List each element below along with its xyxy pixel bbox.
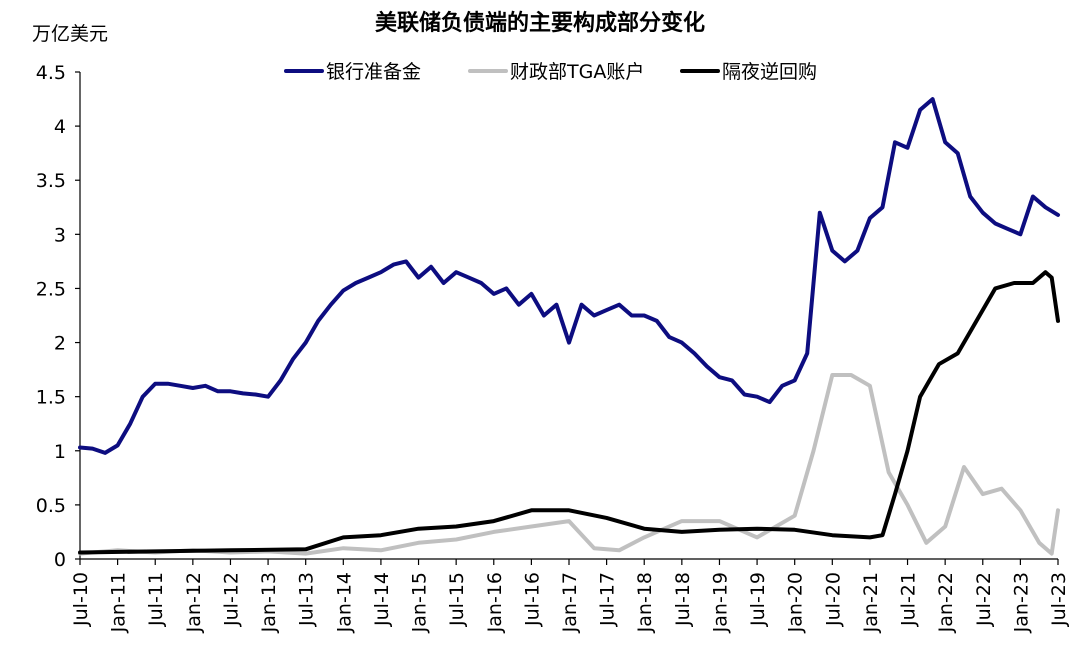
series-line-rrp	[78, 270, 1060, 555]
x-tick-label: Jan-17	[559, 572, 581, 633]
x-tick-label: Jul-21	[898, 572, 920, 627]
x-tick-label: Jan-22	[935, 572, 957, 633]
x-tick-label: Jan-19	[709, 572, 731, 633]
series-group	[78, 97, 1060, 556]
unit-label: 万亿美元	[32, 23, 108, 45]
x-tick-label: Jan-11	[108, 572, 130, 633]
y-tick-label: 0.5	[36, 495, 66, 517]
x-tick-label: Jul-11	[145, 572, 167, 627]
y-tick-label: 2.5	[36, 278, 66, 300]
y-tick-label: 0	[54, 549, 66, 571]
x-tick-label: Jul-14	[371, 572, 393, 627]
axes: 0 0.5 1 1.5 2 2.5 3 3.5 4 4.5 Jul-10 Jan-11 Jul-11 Ja…	[36, 62, 1070, 633]
y-tick-label: 3.5	[36, 170, 66, 192]
y-tick-label: 2	[54, 333, 66, 355]
x-tick-label: Jul-22	[973, 572, 995, 627]
x-tick-label: Jan-16	[484, 572, 506, 633]
x-tick-label: Jan-23	[1010, 572, 1032, 633]
x-tick-label: Jul-19	[747, 572, 769, 627]
legend-label-tga: 财政部TGA账户	[510, 61, 644, 83]
y-tick-label: 1.5	[36, 387, 66, 409]
y-tick-label: 4.5	[36, 62, 66, 84]
y-tick-label: 3	[54, 224, 66, 246]
x-tick-label: Jul-15	[446, 572, 468, 627]
x-tick-label: Jul-18	[672, 572, 694, 627]
chart-title: 美联储负债端的主要构成部分变化	[375, 10, 705, 36]
x-tick-label: Jul-10	[70, 572, 92, 627]
series-line-tga	[78, 373, 1060, 556]
x-tick-label: Jul-12	[220, 572, 242, 627]
x-tick-label: Jan-14	[333, 572, 355, 633]
x-tick-label: Jan-21	[860, 572, 882, 633]
y-tick-label: 4	[54, 116, 66, 138]
x-tick-label: Jan-12	[183, 572, 205, 633]
x-tick-label: Jan-15	[409, 572, 431, 633]
x-tick-label: Jan-20	[785, 572, 807, 633]
legend-label-rrp: 隔夜逆回购	[722, 61, 817, 83]
x-tick-label: Jan-18	[634, 572, 656, 633]
x-tick-label: Jul-23	[1048, 572, 1070, 627]
x-tick-label: Jul-13	[296, 572, 318, 627]
x-tick-label: Jul-16	[521, 572, 543, 627]
legend-label-reserves: 银行准备金	[326, 61, 421, 83]
x-tick-label: Jul-20	[822, 572, 844, 627]
series-line-reserves	[78, 97, 1060, 455]
x-tick-label: Jan-13	[258, 572, 280, 633]
x-tick-label: Jul-17	[597, 572, 619, 627]
legend: 银行准备金 财政部TGA账户 隔夜逆回购	[284, 61, 817, 83]
y-tick-label: 1	[54, 441, 66, 463]
